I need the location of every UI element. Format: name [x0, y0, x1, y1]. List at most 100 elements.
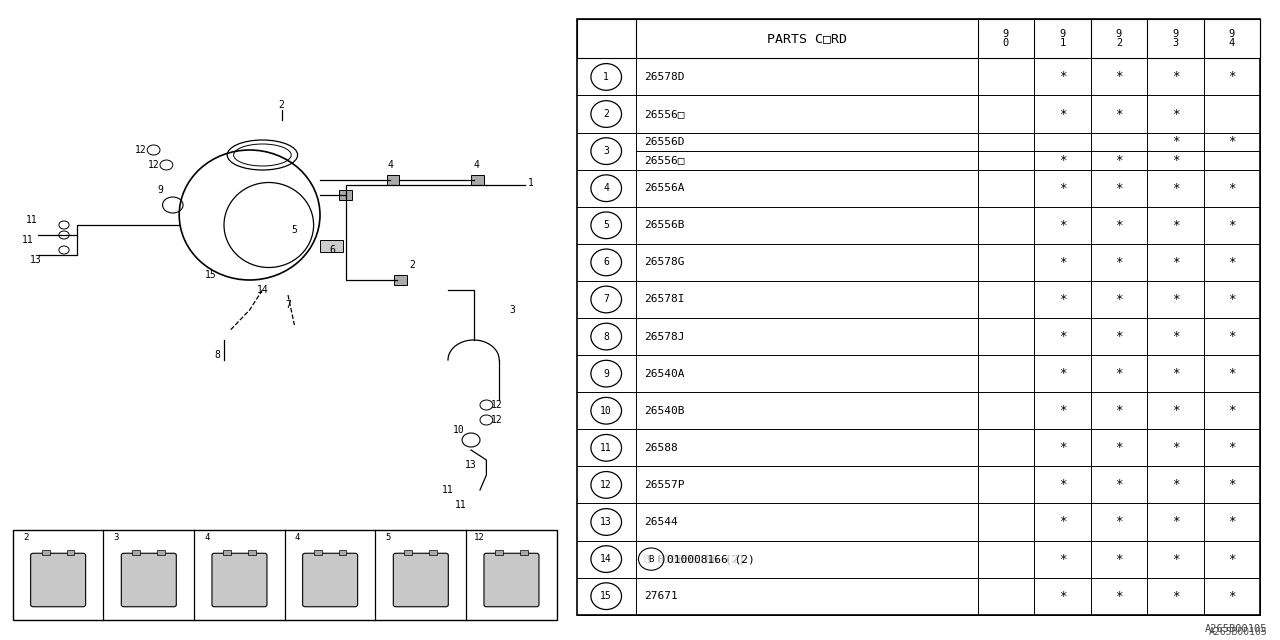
Text: *: *: [1115, 442, 1123, 454]
Text: 5: 5: [385, 534, 390, 543]
Text: 3: 3: [509, 305, 515, 315]
Text: 13: 13: [465, 460, 477, 470]
Text: *: *: [1171, 293, 1179, 306]
Bar: [42, 550, 50, 556]
Bar: [67, 550, 74, 556]
Text: 26556D: 26556D: [644, 137, 685, 147]
Text: *: *: [1229, 442, 1235, 454]
Text: 11: 11: [600, 443, 612, 453]
Text: A265B00105: A265B00105: [1204, 623, 1267, 634]
Text: *: *: [1171, 479, 1179, 492]
Text: *: *: [1229, 256, 1235, 269]
Text: *: *: [1059, 293, 1066, 306]
Text: *: *: [1115, 219, 1123, 232]
Text: *: *: [1171, 367, 1179, 380]
Text: *: *: [1229, 367, 1235, 380]
Text: *: *: [1115, 515, 1123, 529]
Text: *: *: [1115, 330, 1123, 343]
Text: *: *: [1059, 552, 1066, 566]
Text: *: *: [1229, 589, 1235, 603]
Text: 26556A: 26556A: [644, 183, 685, 193]
FancyBboxPatch shape: [122, 553, 177, 607]
Text: 26556□: 26556□: [644, 109, 685, 119]
Bar: [248, 550, 256, 556]
Text: *: *: [1059, 442, 1066, 454]
Text: 10: 10: [600, 406, 612, 416]
Bar: [520, 550, 527, 556]
Bar: [320, 240, 343, 252]
Text: *: *: [1229, 293, 1235, 306]
Text: *: *: [1115, 479, 1123, 492]
Text: 7: 7: [285, 300, 291, 310]
Text: 1: 1: [603, 72, 609, 82]
Text: 27671: 27671: [644, 591, 678, 601]
Text: *: *: [1229, 330, 1235, 343]
Text: B 010008166 (2): B 010008166 (2): [644, 554, 745, 564]
Text: *: *: [1171, 330, 1179, 343]
Text: 11: 11: [22, 235, 35, 245]
Text: *: *: [1229, 135, 1235, 148]
Text: 8: 8: [215, 350, 220, 360]
Bar: [133, 550, 141, 556]
Text: 9
4: 9 4: [1229, 29, 1235, 48]
Text: *: *: [1059, 108, 1066, 120]
Text: 12: 12: [490, 415, 503, 425]
Text: *: *: [1171, 108, 1179, 120]
Text: 6: 6: [603, 257, 609, 268]
Text: 26544: 26544: [644, 517, 678, 527]
FancyBboxPatch shape: [31, 553, 86, 607]
Text: 6: 6: [330, 245, 335, 255]
Text: 4: 4: [388, 160, 393, 170]
Text: 4: 4: [603, 183, 609, 193]
Text: 010008166 (2): 010008166 (2): [667, 554, 754, 564]
Text: *: *: [1171, 70, 1179, 83]
Text: 14: 14: [600, 554, 612, 564]
Text: B: B: [649, 555, 654, 564]
Text: 2: 2: [279, 100, 284, 110]
Text: *: *: [1229, 182, 1235, 195]
Text: *: *: [1059, 589, 1066, 603]
Text: 9: 9: [157, 185, 163, 195]
Text: 12: 12: [490, 400, 503, 410]
Text: *: *: [1059, 479, 1066, 492]
Text: 13: 13: [29, 255, 42, 265]
Text: *: *: [1229, 479, 1235, 492]
Text: 26557P: 26557P: [644, 480, 685, 490]
Text: 9: 9: [603, 369, 609, 379]
Text: 10: 10: [452, 425, 465, 435]
Text: 9
1: 9 1: [1060, 29, 1065, 48]
Text: 3: 3: [603, 146, 609, 156]
Text: PARTS C□RD: PARTS C□RD: [767, 32, 847, 45]
Text: 13: 13: [600, 517, 612, 527]
Text: B 010008166 (2): B 010008166 (2): [644, 554, 745, 564]
Text: 9
2: 9 2: [1116, 29, 1123, 48]
Text: *: *: [1229, 219, 1235, 232]
Text: *: *: [1115, 108, 1123, 120]
Text: *: *: [1115, 589, 1123, 603]
Text: *: *: [1059, 330, 1066, 343]
Text: *: *: [1059, 256, 1066, 269]
Text: 5: 5: [603, 220, 609, 230]
Text: 14: 14: [256, 285, 269, 295]
Bar: [387, 175, 399, 185]
Text: 7: 7: [603, 294, 609, 305]
FancyBboxPatch shape: [393, 553, 448, 607]
Bar: [223, 550, 230, 556]
Text: *: *: [1171, 404, 1179, 417]
Text: 4: 4: [294, 534, 301, 543]
Text: *: *: [1171, 589, 1179, 603]
FancyBboxPatch shape: [484, 553, 539, 607]
Text: 5: 5: [292, 225, 297, 235]
Text: *: *: [1059, 182, 1066, 195]
Bar: [471, 175, 484, 185]
Text: *: *: [1059, 404, 1066, 417]
Text: *: *: [1171, 552, 1179, 566]
FancyBboxPatch shape: [302, 553, 357, 607]
Text: 12: 12: [147, 160, 160, 170]
Bar: [495, 550, 503, 556]
Text: *: *: [1115, 404, 1123, 417]
Text: *: *: [1229, 552, 1235, 566]
Text: 26540A: 26540A: [644, 369, 685, 379]
Text: *: *: [1059, 70, 1066, 83]
Bar: [576, 19, 1261, 58]
